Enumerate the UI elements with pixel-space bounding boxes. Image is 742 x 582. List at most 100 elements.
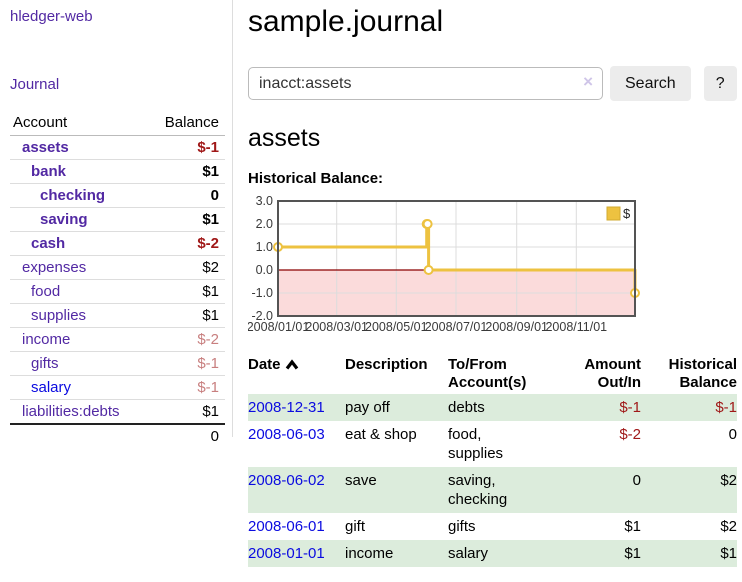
- col-date[interactable]: Date: [248, 354, 345, 394]
- account-link[interactable]: expenses: [22, 259, 87, 276]
- account-row: supplies $1: [10, 303, 225, 328]
- transaction-amount: $-1: [619, 399, 641, 416]
- transaction-accounts: salary: [448, 545, 489, 562]
- chart-x-tick-labels: 2008/01/012008/03/012008/05/012008/07/01…: [248, 320, 607, 334]
- transaction-accounts: debts: [448, 399, 485, 416]
- account-link[interactable]: assets: [22, 139, 69, 156]
- transaction-description: pay off: [345, 399, 390, 416]
- transaction-date-link[interactable]: 2008-12-31: [248, 399, 325, 416]
- account-balance: $-1: [146, 351, 225, 376]
- account-link[interactable]: cash: [31, 235, 66, 252]
- transaction-description: eat & shop: [345, 426, 417, 443]
- col-balance: Historical Balance: [668, 356, 737, 391]
- transaction-description: income: [345, 545, 394, 562]
- search-input[interactable]: [248, 67, 603, 100]
- account-link[interactable]: gifts: [31, 355, 59, 372]
- account-balance: $1: [146, 399, 225, 424]
- account-balance: 0: [146, 183, 225, 208]
- col-accounts: To/From Account(s): [448, 356, 527, 391]
- account-link[interactable]: food: [31, 283, 61, 300]
- svg-text:$: $: [623, 206, 631, 221]
- account-balance: $1: [146, 159, 225, 184]
- transaction-row: 2008-12-31 pay off debts $-1 $-1: [248, 394, 737, 421]
- historical-balance-chart: $3.0 2.0 1.0 0.0 -1.0 -2.02008/01/012008/03/0…: [248, 194, 640, 334]
- register-header-row: Date Description To/From Account(s) Amou…: [248, 354, 737, 394]
- account-link[interactable]: checking: [40, 187, 106, 204]
- chart-border: [277, 200, 636, 317]
- svg-text:2008/11/01: 2008/11/01: [545, 320, 607, 334]
- account-row: gifts $-1: [10, 351, 225, 376]
- svg-text:2008/07/01: 2008/07/01: [425, 320, 488, 334]
- svg-text:2008/09/01: 2008/09/01: [485, 320, 548, 334]
- account-link[interactable]: bank: [31, 163, 67, 180]
- accounts-table-body: assets $-1 bank $1 checking 0 saving $1 …: [10, 136, 225, 424]
- search-form: × Search ?: [248, 66, 742, 101]
- account-link[interactable]: liabilities:debts: [22, 403, 120, 420]
- accounts-total-row: 0: [10, 423, 225, 448]
- transaction-balance: $2: [720, 518, 737, 535]
- account-link[interactable]: income: [22, 331, 71, 348]
- sort-ascending-icon: [285, 359, 298, 370]
- account-balance: $1: [146, 303, 225, 328]
- account-heading: assets: [248, 124, 321, 152]
- transaction-balance: 0: [728, 426, 737, 443]
- svg-text:2008/03/01: 2008/03/01: [305, 320, 368, 334]
- app-brand-link[interactable]: hledger-web: [10, 8, 93, 25]
- account-balance: $1: [146, 207, 225, 232]
- transaction-accounts: gifts: [448, 518, 476, 535]
- account-row: expenses $2: [10, 255, 225, 280]
- account-row: salary $-1: [10, 375, 225, 400]
- chart-y-tick-labels: 3.0 2.0 1.0 0.0 -1.0 -2.0: [251, 194, 273, 323]
- svg-text:3.0: 3.0: [256, 194, 273, 208]
- transaction-accounts: saving, checking: [448, 472, 508, 508]
- col-description: Description: [345, 356, 428, 373]
- transaction-amount: 0: [632, 472, 641, 489]
- accounts-col-balance: Balance: [146, 111, 225, 136]
- transaction-date-link[interactable]: 2008-06-01: [248, 518, 325, 535]
- account-balance: $1: [146, 279, 225, 304]
- main-content: sample.journal × Search ? assets Histori…: [248, 0, 742, 567]
- transaction-balance: $2: [720, 472, 737, 489]
- svg-text:2008/01/01: 2008/01/01: [248, 320, 309, 334]
- chart-legend: $: [606, 206, 631, 221]
- account-balance: $-1: [146, 375, 225, 400]
- sidebar: hledger-web Journal Account Balance asse…: [10, 0, 225, 448]
- register-table: Date Description To/From Account(s) Amou…: [248, 354, 737, 567]
- svg-text:-2.0: -2.0: [251, 309, 273, 323]
- account-link[interactable]: saving: [40, 211, 88, 228]
- transaction-amount: $1: [624, 545, 641, 562]
- account-row: assets $-1: [10, 136, 225, 160]
- transaction-row: 2008-01-01 income salary $1 $1: [248, 540, 737, 567]
- transaction-description: gift: [345, 518, 366, 535]
- search-input-wrap: ×: [248, 67, 603, 100]
- account-balance: $2: [146, 255, 225, 280]
- transaction-date-link[interactable]: 2008-01-01: [248, 545, 325, 562]
- transaction-date-link[interactable]: 2008-06-02: [248, 472, 325, 489]
- account-balance: $-1: [197, 139, 219, 156]
- accounts-col-account: Account: [10, 111, 147, 136]
- account-row: liabilities:debts $1: [10, 399, 225, 424]
- transaction-row: 2008-06-01 gift gifts $1 $2: [248, 513, 737, 540]
- svg-text:1.0: 1.0: [256, 240, 273, 254]
- register-table-body: 2008-12-31 pay off debts $-1 $-1 2008-06…: [248, 394, 737, 567]
- clear-search-icon[interactable]: ×: [583, 72, 593, 91]
- account-link[interactable]: salary: [31, 379, 72, 396]
- transaction-date-link[interactable]: 2008-06-03: [248, 426, 325, 443]
- transaction-accounts: food, supplies: [448, 426, 504, 462]
- account-row: food $1: [10, 279, 225, 304]
- account-balance: $-2: [146, 327, 225, 352]
- search-button[interactable]: Search: [610, 66, 691, 101]
- transaction-row: 2008-06-03 eat & shop food, supplies $-2…: [248, 421, 737, 467]
- search-help-button[interactable]: ?: [703, 66, 737, 101]
- account-balance: $-2: [146, 231, 225, 256]
- sidebar-divider: [232, 0, 233, 437]
- chart-data-marker: [423, 265, 434, 275]
- account-row: saving $1: [10, 207, 225, 232]
- accounts-header-row: Account Balance: [10, 111, 225, 136]
- sidebar-item-journal[interactable]: Journal: [10, 76, 60, 93]
- chart-data-marker: [422, 219, 433, 229]
- svg-text:-1.0: -1.0: [251, 286, 273, 300]
- transaction-balance: $-1: [715, 399, 737, 416]
- account-link[interactable]: supplies: [31, 307, 87, 324]
- svg-text:2.0: 2.0: [256, 217, 273, 231]
